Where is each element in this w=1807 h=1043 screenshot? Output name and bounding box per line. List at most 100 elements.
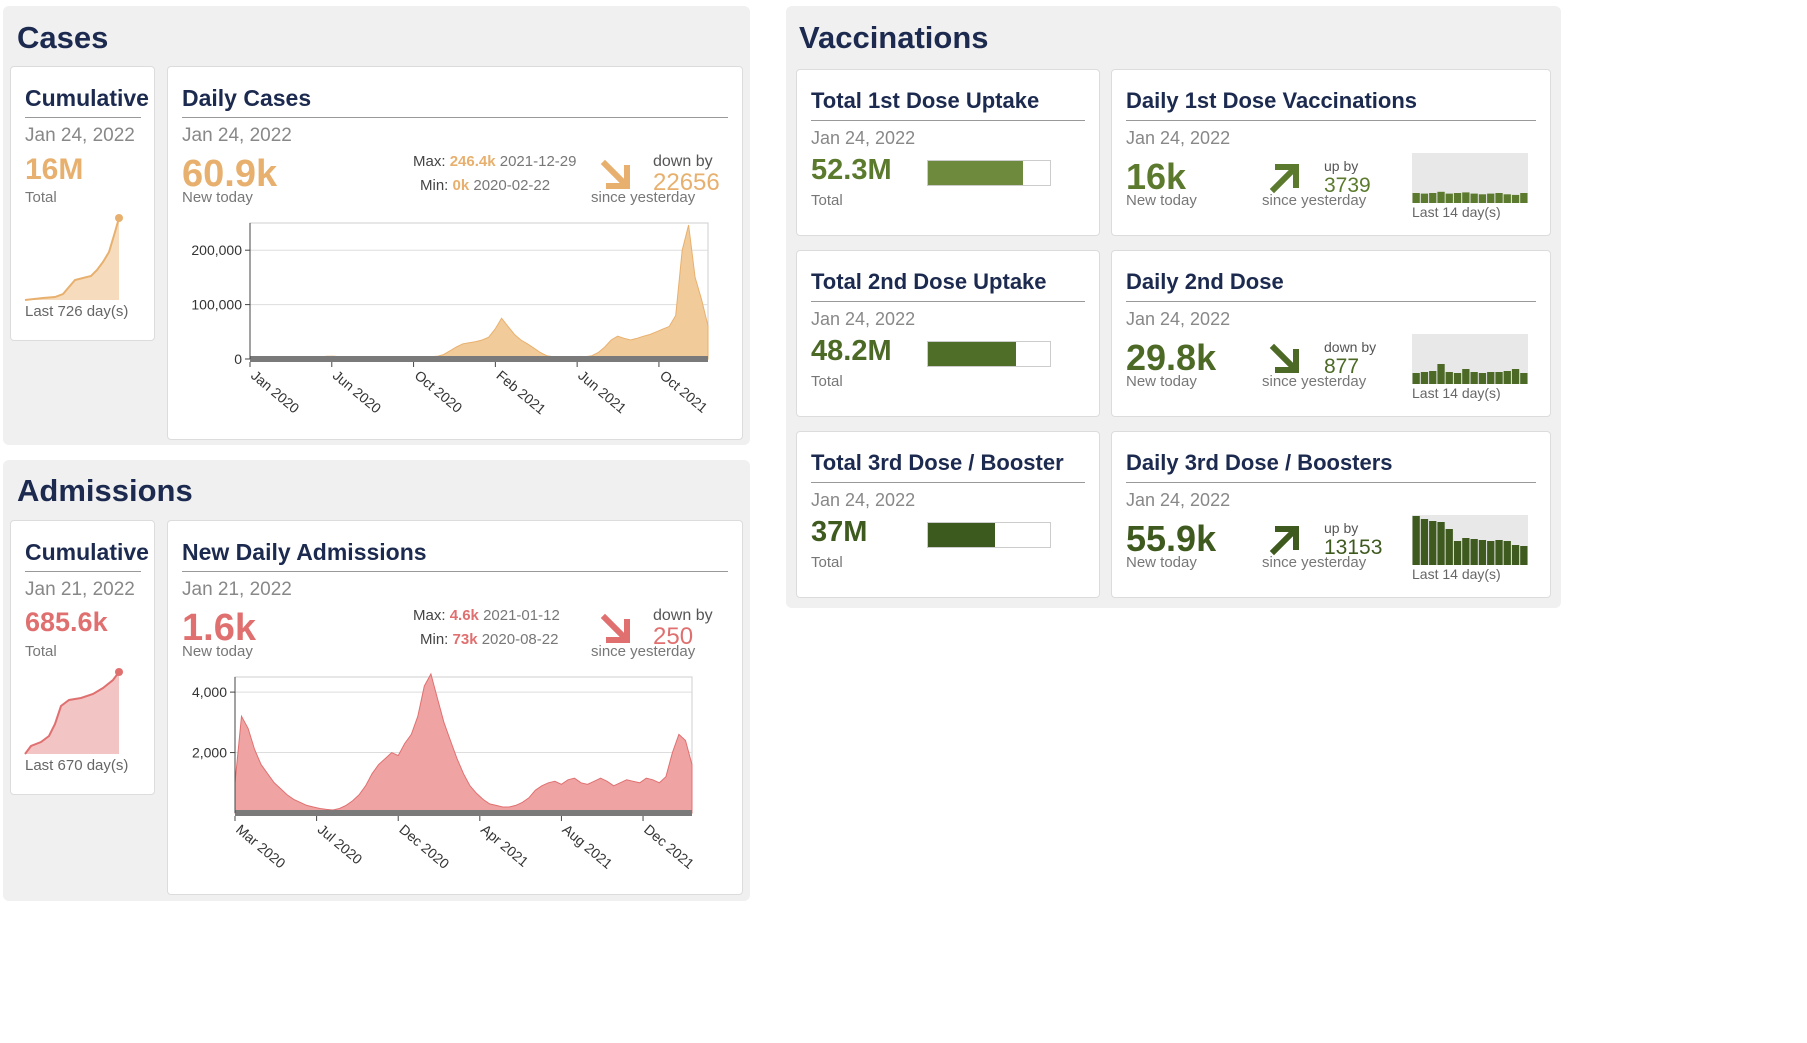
card-title: New Daily Admissions (182, 539, 427, 565)
card-title: Daily 1st Dose Vaccinations (1126, 88, 1418, 113)
x-tick-label: Jul 2020 (315, 821, 366, 867)
min-stat: Min: 73k 2020-08-22 (420, 631, 558, 648)
sparkbar (1470, 539, 1478, 565)
card-divider (1126, 301, 1536, 302)
sparkbar (1412, 516, 1420, 565)
sparkbar (1453, 373, 1462, 384)
daily-1st-dose-card[interactable]: Daily 1st Dose Vaccinations Jan 24, 2022… (1111, 69, 1551, 236)
x-tick-label: Oct 2020 (412, 367, 466, 416)
uptake-progress-fill (928, 161, 1024, 185)
arrow-up-right-icon (1269, 526, 1299, 556)
card-date: Jan 24, 2022 (1126, 490, 1231, 510)
card-divider (811, 120, 1085, 121)
card-period: Last 726 day(s) (25, 303, 129, 320)
uptake-progress-bar (927, 160, 1051, 186)
card-value: 685.6k (25, 607, 108, 637)
daily-cases-chart: 200,000 100,000 0 Jan 2020 Jun 2020 Oct 2020 F… (191, 222, 711, 417)
admissions-cumulative-card[interactable]: Cumulative Jan 21, 2022 685.6k Total Las… (10, 520, 155, 795)
card-divider (811, 301, 1085, 302)
daily-cases-card[interactable]: Daily Cases Jan 24, 2022 60.9k New today… (167, 66, 743, 440)
change-direction: down by (653, 153, 713, 170)
total-1st-dose-card[interactable]: Total 1st Dose Uptake Jan 24, 2022 52.3M… (796, 69, 1100, 236)
y-tick-label: 200,000 (191, 242, 242, 258)
card-period: Last 14 day(s) (1412, 385, 1501, 401)
card-divider (182, 117, 728, 118)
card-date: Jan 21, 2022 (25, 579, 135, 600)
daily-3rd-dose-card[interactable]: Daily 3rd Dose / Boosters Jan 24, 2022 5… (1111, 431, 1551, 598)
sparkbar (1503, 371, 1511, 384)
y-tick-label: 0 (234, 351, 242, 367)
arrow-down-right-icon (600, 159, 630, 189)
y-tick-label: 4,000 (192, 684, 227, 700)
card-value: 60.9k (182, 153, 278, 195)
x-tick-label: Feb 2021 (493, 367, 549, 417)
uptake-progress-fill (928, 342, 1016, 366)
card-value-label: Total (811, 554, 843, 571)
card-value: 48.2M (811, 335, 892, 367)
x-tick-label: Mar 2020 (233, 821, 289, 871)
card-title: Daily Cases (182, 85, 312, 111)
max-stat: Max: 246.4k 2021-12-29 (413, 153, 576, 170)
x-tick-label: Apr 2021 (478, 821, 532, 870)
card-value-label: Total (811, 373, 843, 390)
x-tick-label: Aug 2021 (560, 821, 616, 872)
total-2nd-dose-card[interactable]: Total 2nd Dose Uptake Jan 24, 2022 48.2M… (796, 250, 1100, 417)
max-value: 4.6k (449, 607, 479, 624)
sparkbar (1437, 364, 1445, 384)
sparkbar (1487, 541, 1495, 565)
card-period: Last 14 day(s) (1412, 566, 1501, 582)
uptake-progress-bar (927, 341, 1051, 367)
admissions-panel-title: Admissions (17, 473, 193, 508)
last-14-days-sparkbars (1412, 515, 1528, 565)
cases-cumulative-card[interactable]: Cumulative Jan 24, 2022 16M Total Last 7… (10, 66, 155, 341)
change-direction: up by (1324, 158, 1359, 174)
sparkbar (1412, 193, 1420, 203)
arrow-down-right-icon (600, 613, 630, 643)
card-value-label: New today (1126, 373, 1197, 390)
sparkbar (1495, 372, 1503, 384)
card-title: Total 3rd Dose / Booster (811, 450, 1064, 475)
sparkbar (1470, 193, 1478, 203)
sparkbar (1420, 372, 1429, 384)
change-value: 3739 (1324, 174, 1371, 197)
sparkbar (1470, 372, 1478, 384)
card-title: Daily 2nd Dose (1126, 269, 1284, 294)
sparkbar (1429, 371, 1437, 384)
card-value: 29.8k (1126, 337, 1217, 378)
change-direction: down by (653, 607, 713, 624)
min-value: 73k (452, 631, 478, 648)
change-value: 13153 (1324, 536, 1383, 559)
sparkbar (1495, 193, 1503, 203)
sparkbar (1487, 372, 1495, 384)
card-period: Last 14 day(s) (1412, 204, 1501, 220)
x-axis-band (235, 810, 692, 816)
card-date: Jan 21, 2022 (182, 579, 292, 600)
sparkbar (1520, 546, 1528, 565)
daily-2nd-dose-card[interactable]: Daily 2nd Dose Jan 24, 2022 29.8k New to… (1111, 250, 1551, 417)
card-title: Cumulative (25, 85, 149, 111)
change-since: since yesterday (591, 643, 696, 660)
change-since: since yesterday (1262, 192, 1367, 209)
x-tick-label: Jun 2020 (330, 367, 385, 416)
x-axis-band (250, 356, 708, 362)
new-daily-admissions-chart: 4,000 2,000 Mar 2020 Jul 2020 Dec 2020 Apr 20… (192, 672, 697, 872)
sparkbar (1511, 194, 1520, 203)
card-date: Jan 24, 2022 (1126, 309, 1231, 329)
admissions-cumulative-sparkline (24, 668, 123, 755)
card-divider (182, 571, 728, 572)
new-daily-admissions-card[interactable]: New Daily Admissions Jan 21, 2022 1.6k N… (167, 520, 743, 895)
max-stat: Max: 4.6k 2021-01-12 (413, 607, 560, 624)
card-period: Last 670 day(s) (25, 757, 129, 774)
uptake-progress-fill (928, 523, 996, 547)
max-label: Max: (413, 153, 446, 170)
total-3rd-dose-card[interactable]: Total 3rd Dose / Booster Jan 24, 2022 37… (796, 431, 1100, 598)
sparkbar (1462, 369, 1470, 384)
card-value: 52.3M (811, 154, 892, 186)
vaccinations-panel-title: Vaccinations (799, 20, 989, 55)
sparkbar (1520, 373, 1528, 384)
card-value: 37M (811, 516, 868, 548)
sparkbar (1511, 369, 1520, 384)
card-value: 16k (1126, 156, 1187, 197)
card-date: Jan 24, 2022 (811, 490, 916, 510)
card-value-label: New today (1126, 554, 1197, 571)
